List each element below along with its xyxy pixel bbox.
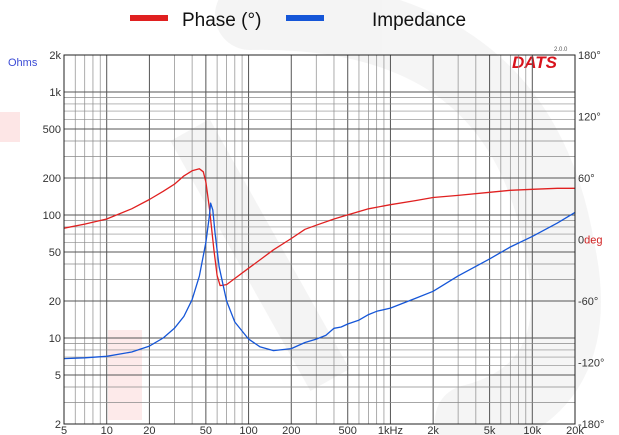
x-tick-label: 10 bbox=[101, 425, 113, 435]
series-lines bbox=[63, 168, 576, 360]
dats-logo: DATS bbox=[512, 53, 558, 72]
legend-label-impedance: Impedance bbox=[372, 10, 466, 31]
x-tick-label: 20k bbox=[566, 425, 584, 435]
left-y-tick-label: 2k bbox=[49, 50, 61, 62]
right-y-tick-label: 0deg bbox=[578, 235, 602, 247]
left-y-tick-label: 10 bbox=[49, 333, 61, 345]
left-y-tick-label: 100 bbox=[43, 210, 61, 222]
right-y-tick-label: 60° bbox=[578, 173, 595, 185]
right-y-tick-label: 180° bbox=[578, 50, 601, 62]
x-tick-label: 5 bbox=[61, 425, 67, 435]
impedance-curve bbox=[63, 202, 576, 360]
right-axis-ticks: 180° 120° 60° 0deg -60° -120° -180° bbox=[578, 50, 604, 431]
right-y-tick-label: -180° bbox=[578, 419, 604, 431]
right-y-tick-label: -60° bbox=[578, 296, 598, 308]
x-tick-label: 1kHz bbox=[378, 425, 403, 435]
right-axis-unit: deg bbox=[584, 235, 602, 247]
left-y-tick-label: 20 bbox=[49, 296, 61, 308]
x-tick-label: 20 bbox=[143, 425, 155, 435]
right-y-tick-label: 120° bbox=[578, 112, 601, 124]
x-tick-label: 10k bbox=[523, 425, 541, 435]
watermark-red-left bbox=[0, 112, 20, 142]
right-y-tick-label: -120° bbox=[578, 358, 604, 370]
left-y-tick-label: 1k bbox=[49, 87, 61, 99]
legend-label-phase: Phase (°) bbox=[182, 10, 261, 31]
plot-frame bbox=[63, 54, 576, 425]
dats-version: 2.0.0 bbox=[554, 47, 568, 53]
x-tick-label: 200 bbox=[282, 425, 300, 435]
left-y-tick-label: 5 bbox=[55, 370, 61, 382]
left-axis-ticks: 2 5 10 20 50 100 200 500 1k 2k bbox=[43, 50, 62, 431]
x-axis-ticks: 5 10 20 50 100 200 500 1kHz 2k 5k 10k 20k bbox=[61, 425, 584, 435]
phase-curve bbox=[63, 168, 575, 287]
x-tick-label: 500 bbox=[339, 425, 357, 435]
left-y-tick-label: 2 bbox=[55, 419, 61, 431]
x-tick-label: 5k bbox=[484, 425, 496, 435]
x-tick-label: 50 bbox=[200, 425, 212, 435]
legend-swatch-phase bbox=[130, 15, 168, 21]
left-axis-unit: Ohms bbox=[8, 57, 38, 69]
legend-swatch-impedance bbox=[286, 15, 324, 21]
legend: Phase (°) Impedance bbox=[130, 10, 466, 31]
left-y-tick-label: 500 bbox=[43, 124, 61, 136]
x-tick-label: 100 bbox=[239, 425, 257, 435]
x-tick-label: 2k bbox=[427, 425, 439, 435]
left-y-tick-label: 50 bbox=[49, 247, 61, 259]
left-y-tick-label: 200 bbox=[43, 173, 61, 185]
watermark bbox=[170, 0, 601, 435]
